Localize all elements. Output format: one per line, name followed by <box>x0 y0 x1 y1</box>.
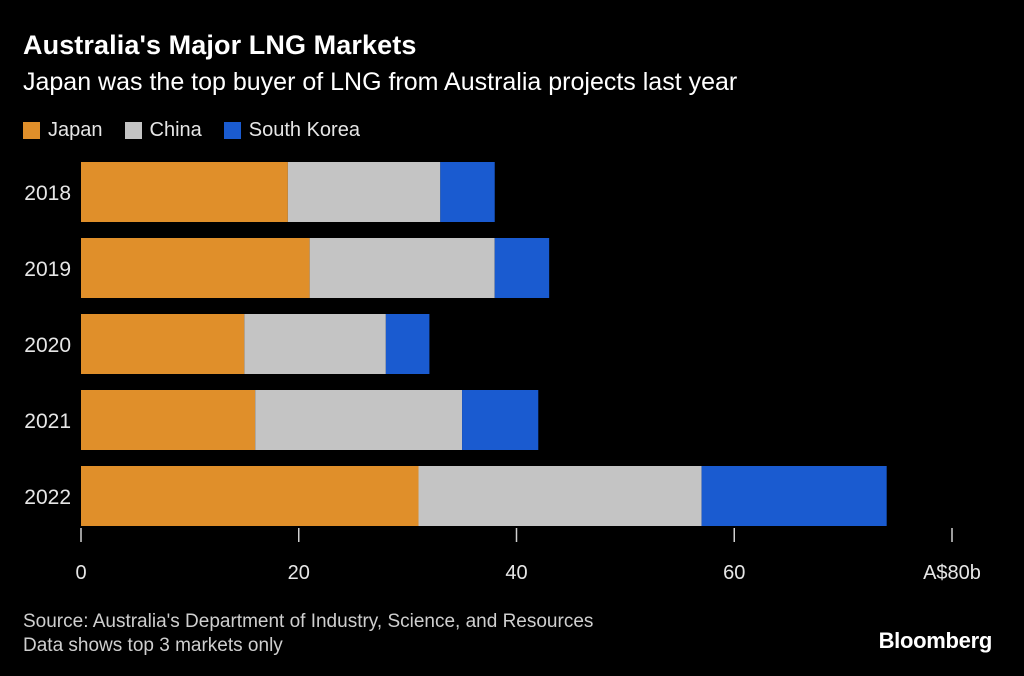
bar-japan-2021 <box>81 390 256 450</box>
chart-title: Australia's Major LNG Markets <box>23 30 417 60</box>
legend: Japan China South Korea <box>23 119 382 142</box>
bar-china-2019 <box>309 238 495 298</box>
legend-label-south-korea: South Korea <box>248 119 360 141</box>
source-note: Source: Australia's Department of Indust… <box>23 610 593 658</box>
bar-south-korea-2019 <box>494 238 550 298</box>
x-tick-label-40: 40 <box>505 562 527 584</box>
bar-japan-2018 <box>81 162 288 222</box>
legend-label-japan: Japan <box>48 119 103 141</box>
category-label-2022: 2022 <box>24 486 71 509</box>
bar-south-korea-2021 <box>462 390 539 450</box>
legend-item-japan: Japan <box>23 119 103 142</box>
category-label-2019: 2019 <box>24 258 71 281</box>
legend-item-china: China <box>124 119 202 142</box>
category-label-2021: 2021 <box>24 410 71 433</box>
bar-south-korea-2020 <box>385 314 430 374</box>
data-note-text: Data shows top 3 markets only <box>23 635 283 656</box>
bar-china-2020 <box>244 314 386 374</box>
bar-japan-2022 <box>81 466 419 526</box>
x-tick-label-20: 20 <box>288 562 310 584</box>
category-label-2020: 2020 <box>24 334 71 357</box>
legend-swatch-japan <box>23 122 40 139</box>
bar-japan-2020 <box>81 314 245 374</box>
legend-swatch-china <box>124 122 142 139</box>
legend-item-south-korea: South Korea <box>223 119 360 142</box>
bar-china-2018 <box>287 162 441 222</box>
legend-label-china: China <box>149 119 202 141</box>
x-tick-label-60: 60 <box>723 562 745 584</box>
x-tick-label-80: A$80b <box>923 562 981 584</box>
category-label-2018: 2018 <box>24 182 71 205</box>
x-tick-label-0: 0 <box>75 562 86 584</box>
chart-subtitle: Japan was the top buyer of LNG from Aust… <box>23 68 738 96</box>
stacked-bar-chart: 2018 2019 2020 2021 2022 0 20 40 60 A$80b <box>24 162 981 584</box>
bar-china-2022 <box>418 466 702 526</box>
bar-china-2021 <box>255 390 463 450</box>
legend-swatch-south-korea <box>223 122 241 139</box>
bar-south-korea-2018 <box>440 162 495 222</box>
bloomberg-logo: Bloomberg <box>878 628 993 653</box>
bar-south-korea-2022 <box>701 466 887 526</box>
source-text: Source: Australia's Department of Indust… <box>23 611 594 632</box>
bar-japan-2019 <box>81 238 310 298</box>
